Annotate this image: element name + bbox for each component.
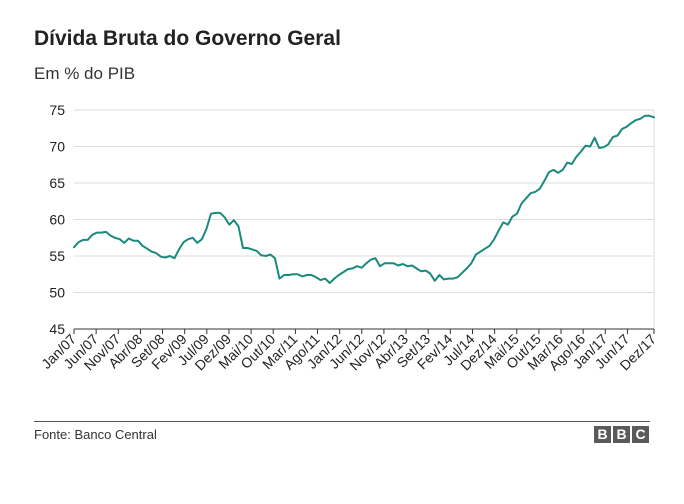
y-tick-label: 65 bbox=[49, 175, 65, 191]
line-chart: 45 50 55 60 65 70 75 Jan/07Jun/07Nov/07Abr/08S… bbox=[38, 102, 659, 373]
chart-subtitle: Em % do PIB bbox=[34, 64, 136, 83]
y-tick-label: 45 bbox=[49, 321, 65, 337]
y-tick-label: 60 bbox=[49, 212, 65, 228]
y-tick-label: 50 bbox=[49, 285, 65, 301]
logo-letter: C bbox=[632, 426, 649, 443]
y-tick-label: 70 bbox=[49, 139, 65, 155]
bbc-logo: B B C bbox=[594, 426, 649, 443]
logo-letter: B bbox=[613, 426, 630, 443]
source-note: Fonte: Banco Central bbox=[34, 427, 157, 442]
x-axis: Jan/07Jun/07Nov/07Abr/08Set/08Fev/09Jul/… bbox=[38, 328, 659, 373]
footer-divider bbox=[34, 421, 650, 422]
series-group bbox=[73, 114, 655, 284]
y-tick-label: 75 bbox=[49, 102, 65, 118]
y-tick-label: 55 bbox=[49, 248, 65, 264]
grid-lines bbox=[74, 109, 655, 329]
chart-title: Dívida Bruta do Governo Geral bbox=[34, 27, 341, 50]
y-axis-ticks: 45 50 55 60 65 70 75 bbox=[49, 102, 65, 337]
logo-letter: B bbox=[594, 426, 611, 443]
series-line bbox=[73, 114, 655, 284]
